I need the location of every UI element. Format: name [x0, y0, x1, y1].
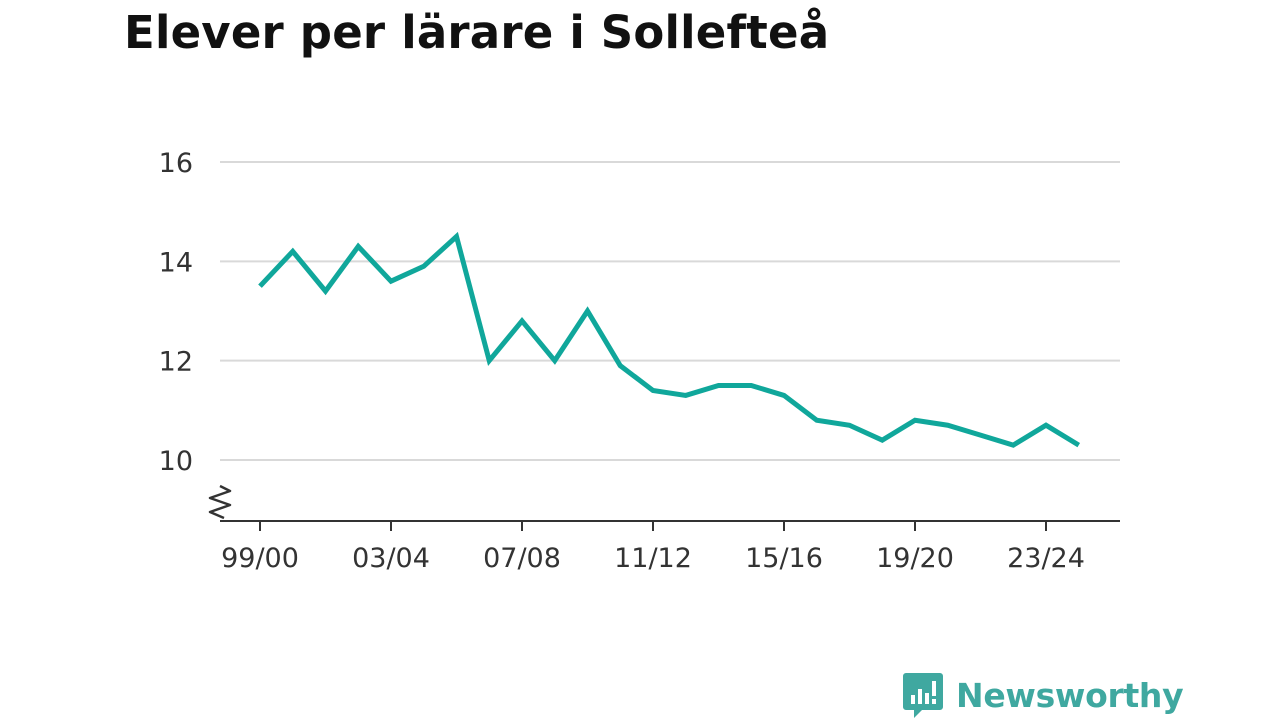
x-tick-label: 07/08	[483, 543, 561, 574]
x-tick-label: 11/12	[614, 543, 692, 574]
x-axis: 99/00 03/04 07/08 11/12 15/16 19/20 23/24	[208, 484, 1120, 574]
y-tick-label: 12	[159, 347, 193, 378]
brand-name: Newsworthy	[956, 675, 1184, 715]
chart-title: Elever per lärare i Sollefteå	[124, 6, 830, 59]
x-tick-label: 03/04	[352, 543, 430, 574]
x-tick-label: 15/16	[745, 543, 823, 574]
y-axis-ticks: 10 12 14 16	[159, 148, 193, 477]
series-layer	[258, 231, 1081, 448]
y-tick-label: 14	[159, 247, 193, 278]
y-tick-label: 10	[159, 446, 193, 477]
x-tick-label: 23/24	[1007, 543, 1085, 574]
y-axis-break-icon	[208, 484, 232, 520]
x-tick-label: 19/20	[876, 543, 954, 574]
brand-logo: Newsworthy	[902, 671, 1184, 719]
gridlines	[220, 161, 1120, 461]
x-tick-label: 99/00	[221, 543, 299, 574]
y-tick-label: 16	[159, 148, 193, 179]
series-line	[258, 231, 1081, 448]
newsworthy-logo-icon	[903, 673, 943, 718]
